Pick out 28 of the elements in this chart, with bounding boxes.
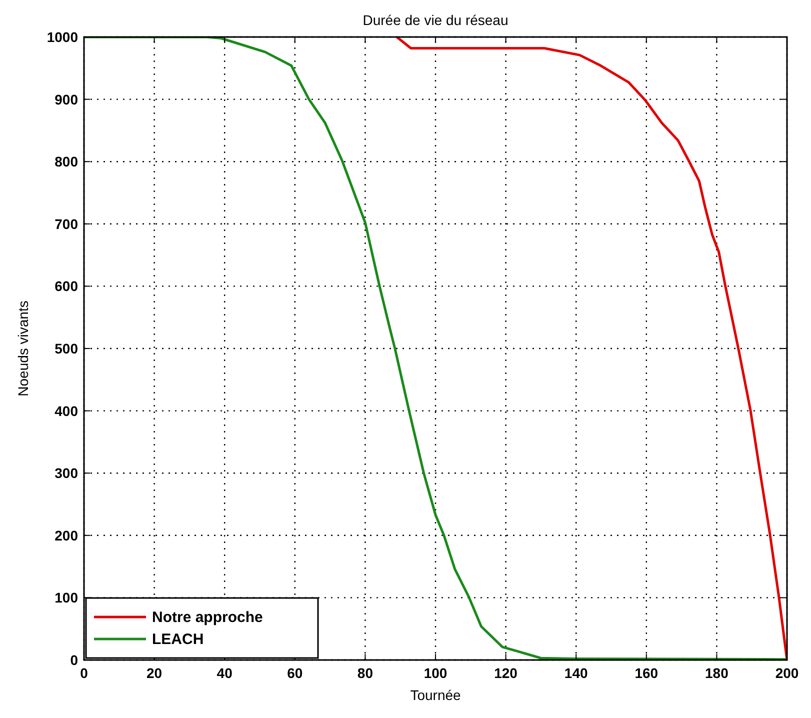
legend-label: Notre approche	[152, 609, 263, 626]
legend-label: LEACH	[152, 631, 204, 648]
x-tick-label: 20	[146, 665, 162, 681]
y-tick-label: 900	[54, 91, 78, 108]
x-tick-label: 140	[564, 665, 588, 681]
x-tick-label: 120	[494, 665, 518, 681]
x-tick-label: 60	[287, 665, 303, 681]
chart-title: Durée de vie du réseau	[362, 12, 508, 28]
line-series	[84, 37, 787, 660]
y-tick-label: 500	[54, 340, 78, 356]
x-tick-label: 160	[634, 665, 658, 681]
x-tick-label: 40	[216, 665, 233, 681]
x-tick-label: 180	[705, 665, 729, 681]
y-tick-label: 300	[54, 465, 78, 482]
x-tick-label: 80	[357, 665, 374, 681]
x-axis-title: Tournée	[410, 687, 462, 703]
y-tick-label: 700	[54, 216, 78, 232]
y-tick-label: 100	[54, 590, 78, 606]
y-tick-label: 800	[54, 154, 78, 170]
y-tick-label: 1000	[46, 29, 78, 45]
y-axis-title: Noeuds vivants	[15, 300, 31, 396]
x-tick-label: 200	[775, 665, 799, 681]
y-tick-label: 400	[54, 402, 78, 419]
y-tick-label: 200	[54, 527, 78, 544]
x-tick-label: 0	[80, 665, 88, 681]
y-tick-label: 600	[54, 278, 78, 294]
y-tick-label: 0	[70, 652, 78, 668]
x-tick-label: 100	[424, 665, 448, 681]
